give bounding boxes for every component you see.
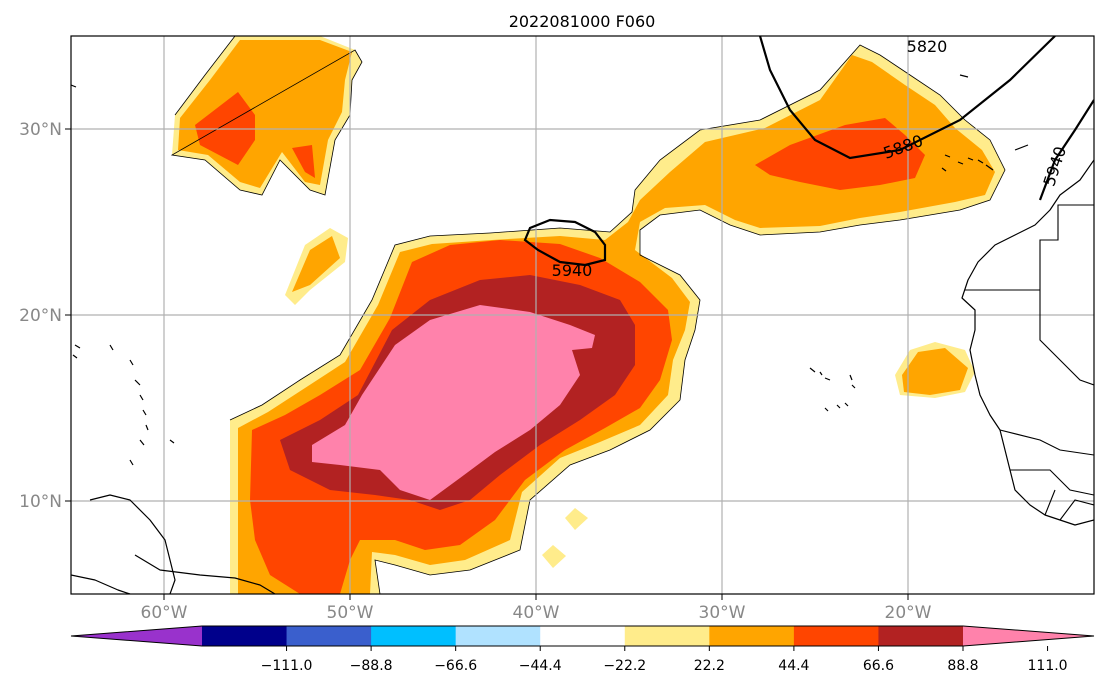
colorbar-segment (286, 626, 372, 646)
lat-axis-labels: 30°N 20°N 10°N (19, 120, 62, 512)
africa-coast (961, 159, 1094, 526)
lon-label-50w: 50°W (327, 603, 374, 623)
height-contours (523, 36, 1094, 267)
contour-5880-closed (523, 218, 607, 267)
field-spot-1 (565, 508, 588, 530)
colorbar-tick-label: 111.0 (1028, 658, 1068, 674)
madeira (959, 74, 1029, 151)
lat-label-20n: 20°N (19, 306, 62, 326)
colorbar-segment (709, 626, 795, 646)
lon-label-30w: 30°W (699, 603, 746, 623)
lon-label-20w: 20°W (885, 603, 932, 623)
colorbar-segment (455, 626, 541, 646)
lesser-antilles (72, 344, 175, 466)
lon-label-60w: 60°W (141, 603, 188, 623)
colorbar-segment (878, 626, 964, 646)
contour-label-5940-west: 5940 (552, 261, 593, 280)
colorbar-extend-high (963, 626, 1094, 646)
colorbar-tick-label: −44.4 (519, 658, 562, 674)
field-level-66-nw2 (292, 145, 315, 178)
africa-borders (965, 204, 1094, 521)
field-spot-2 (542, 545, 566, 568)
colorbar-segment (371, 626, 457, 646)
colorbar-tick-label: −111.0 (261, 658, 313, 674)
contour-5820 (758, 36, 1056, 160)
colorbar-segment (793, 626, 879, 646)
field-level-111 (312, 305, 595, 500)
lat-label-10n: 10°N (19, 492, 62, 512)
map-area: 5820 5880 5940 5940 (71, 36, 1094, 594)
lon-axis-labels: 60°W 50°W 40°W 30°W 20°W (141, 603, 932, 623)
colorbar-tick-label: 44.4 (778, 658, 809, 674)
lat-label-30n: 30°N (19, 120, 62, 140)
field-edge (170, 36, 1006, 594)
colorbar-tick-label: 66.6 (863, 658, 894, 674)
contour-label-5820: 5820 (907, 37, 948, 56)
azores-small (71, 84, 77, 88)
colorbar-segment (624, 626, 710, 646)
lon-label-40w: 40°W (513, 603, 560, 623)
colorbar-tick-label: 88.8 (947, 658, 978, 674)
colorbar-tick-label: −66.6 (434, 658, 477, 674)
colorbar-tick-label: −88.8 (350, 658, 393, 674)
colorbar-segment (202, 626, 288, 646)
field-level-44-patch (292, 236, 340, 292)
shaded-field (172, 36, 1005, 594)
colorbar: −111.0 −88.8 −66.6 −44.4 −22.2 22.2 44.4 66.6 88… (70, 625, 1095, 674)
colorbar-tick-label: 22.2 (694, 658, 725, 674)
coastlines (71, 74, 1094, 594)
colorbar-extend-low (71, 626, 202, 646)
contour-5940-east (1038, 99, 1094, 201)
graticule (71, 36, 1094, 594)
caribbean-coast (71, 494, 276, 594)
figure-title: 2022081000 F060 (509, 12, 656, 31)
tick-marks (65, 128, 909, 600)
cape-verde (809, 367, 856, 412)
canary-islands (941, 154, 994, 172)
colorbar-tick-label: −22.2 (603, 658, 646, 674)
colorbar-outline (70, 625, 1095, 647)
colorbar-segment (540, 626, 626, 646)
field-level-44-east (902, 348, 968, 395)
